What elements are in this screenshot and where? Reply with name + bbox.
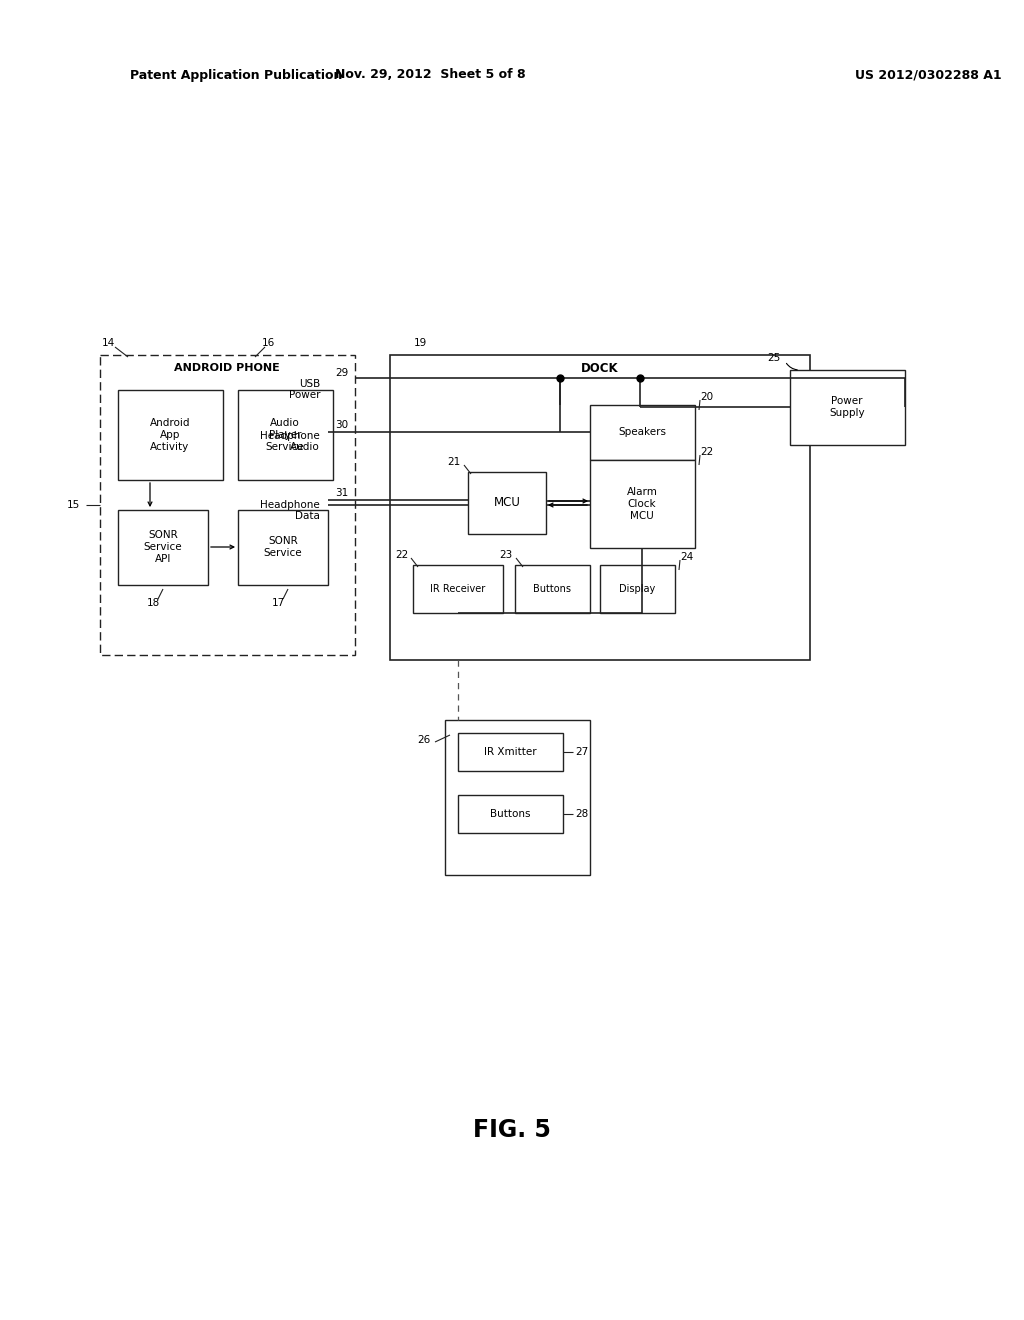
Text: 17: 17 (271, 598, 285, 609)
Text: Android
App
Activity: Android App Activity (150, 418, 190, 451)
Text: FIG. 5: FIG. 5 (473, 1118, 551, 1142)
Bar (468, 473, 546, 535)
Text: 25: 25 (767, 352, 780, 363)
Text: SONR
Service
API: SONR Service API (143, 531, 182, 564)
Text: Display: Display (618, 583, 655, 594)
Text: Power
Supply: Power Supply (829, 396, 865, 418)
Bar (118, 510, 208, 585)
Text: 16: 16 (261, 338, 274, 348)
Bar (590, 405, 695, 459)
Text: 28: 28 (575, 809, 588, 818)
Bar (458, 795, 563, 833)
Bar (413, 565, 503, 612)
Text: Audio: Audio (290, 442, 319, 451)
Bar (458, 733, 563, 771)
Bar (238, 389, 333, 480)
Bar (790, 370, 905, 445)
Text: 18: 18 (146, 598, 160, 609)
Text: Headphone: Headphone (260, 500, 319, 510)
Text: 21: 21 (446, 457, 460, 467)
Text: 22: 22 (700, 447, 714, 457)
Bar (515, 565, 590, 612)
Bar (100, 355, 355, 655)
Text: 26: 26 (417, 735, 430, 744)
Text: 31: 31 (335, 488, 348, 498)
Text: 29: 29 (335, 368, 348, 378)
Text: 23: 23 (500, 550, 513, 560)
Text: IR Receiver: IR Receiver (430, 583, 485, 594)
Text: IR Xmitter: IR Xmitter (483, 747, 537, 756)
Bar (118, 389, 223, 480)
Text: 27: 27 (575, 747, 588, 756)
Bar (445, 719, 590, 875)
Text: 19: 19 (414, 338, 427, 348)
Text: SONR
Service: SONR Service (264, 536, 302, 558)
Text: 14: 14 (101, 338, 115, 348)
Text: Buttons: Buttons (489, 809, 530, 818)
Text: DOCK: DOCK (582, 362, 618, 375)
Text: 15: 15 (67, 500, 80, 510)
Text: Headphone: Headphone (260, 432, 319, 441)
Text: Audio
Player
Service: Audio Player Service (265, 418, 304, 451)
Bar (600, 565, 675, 612)
Bar (238, 510, 328, 585)
Text: ANDROID PHONE: ANDROID PHONE (174, 363, 280, 374)
Text: Data: Data (295, 511, 319, 521)
Bar (390, 355, 810, 660)
Bar (590, 459, 695, 548)
Text: Speakers: Speakers (618, 426, 666, 437)
Text: Patent Application Publication: Patent Application Publication (130, 69, 342, 82)
Text: USB: USB (299, 379, 319, 389)
Text: 24: 24 (680, 552, 693, 562)
Text: Alarm
Clock
MCU: Alarm Clock MCU (627, 487, 657, 520)
Text: 30: 30 (335, 420, 348, 430)
Text: Nov. 29, 2012  Sheet 5 of 8: Nov. 29, 2012 Sheet 5 of 8 (335, 69, 525, 82)
Text: 20: 20 (700, 392, 714, 403)
Text: MCU: MCU (494, 496, 520, 510)
Text: 22: 22 (394, 550, 408, 560)
Text: Power: Power (289, 389, 319, 400)
Text: Buttons: Buttons (534, 583, 571, 594)
Text: US 2012/0302288 A1: US 2012/0302288 A1 (855, 69, 1001, 82)
